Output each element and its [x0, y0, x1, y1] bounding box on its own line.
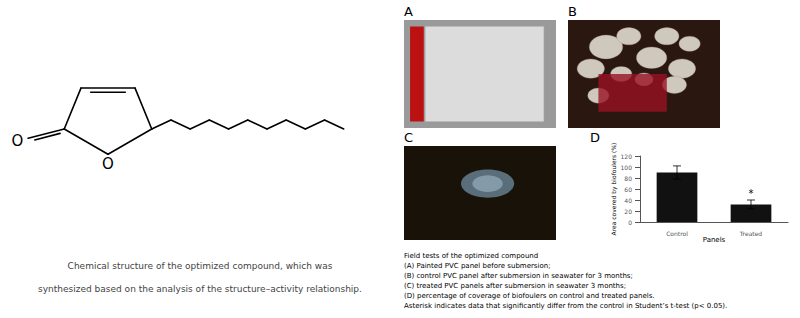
- svg-text:80: 80: [624, 175, 632, 182]
- svg-text:A: A: [404, 4, 413, 19]
- svg-text:Control: Control: [666, 230, 688, 237]
- svg-text:100: 100: [621, 164, 633, 171]
- svg-text:O: O: [102, 155, 114, 173]
- svg-text:C: C: [404, 130, 413, 145]
- svg-text:(A) Painted PVC panel before s: (A) Painted PVC panel before submersion;: [404, 262, 551, 270]
- svg-text:(B) control PVC panel after su: (B) control PVC panel after submersion i…: [404, 272, 633, 280]
- svg-text:0: 0: [628, 219, 632, 226]
- svg-text:(C) treated PVC panels after s: (C) treated PVC panels after submersion …: [404, 282, 626, 290]
- svg-text:Treated: Treated: [739, 230, 763, 237]
- svg-text:Panels: Panels: [703, 236, 726, 244]
- svg-text:D: D: [590, 130, 600, 145]
- svg-text:O: O: [12, 132, 24, 150]
- svg-text:synthesized based on the analy: synthesized based on the analysis of the…: [38, 284, 362, 294]
- svg-text:Field tests of the optimized c: Field tests of the optimized compound: [404, 252, 538, 260]
- svg-text:120: 120: [621, 153, 633, 160]
- svg-text:Area covered by biofoulers (%): Area covered by biofoulers (%): [610, 143, 618, 236]
- svg-text:40: 40: [624, 197, 632, 204]
- svg-text:20: 20: [624, 208, 632, 215]
- svg-text:*: *: [749, 188, 754, 199]
- svg-text:60: 60: [624, 186, 632, 193]
- svg-text:Chemical structure of the opti: Chemical structure of the optimized comp…: [68, 261, 333, 271]
- svg-text:B: B: [568, 4, 577, 19]
- svg-text:(D) percentage of coverage of: (D) percentage of coverage of biofoulers…: [404, 292, 655, 300]
- svg-text:Asterisk indicates data that s: Asterisk indicates data that significant…: [404, 302, 727, 310]
